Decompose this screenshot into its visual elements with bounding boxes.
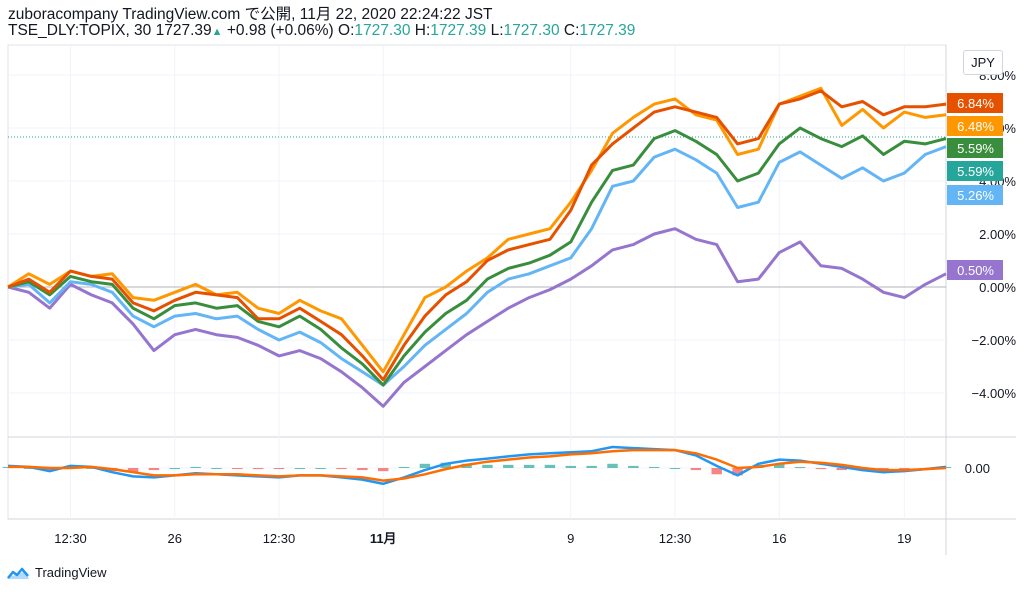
histogram-bar xyxy=(44,468,55,472)
histogram-bar xyxy=(899,468,910,470)
series-line xyxy=(7,126,947,387)
last-value-label: 6.84% xyxy=(957,96,994,111)
osc-line xyxy=(7,445,947,486)
last-price: 1727.39 xyxy=(155,22,212,39)
last-value-label: 5.59% xyxy=(957,141,994,156)
high-value: 1727.39 xyxy=(430,22,487,39)
histogram-bar xyxy=(398,466,410,468)
close-label: C: xyxy=(563,22,580,39)
open-label: O: xyxy=(338,22,355,39)
histogram-bar xyxy=(440,462,451,468)
plot-area xyxy=(7,44,947,520)
open-value: 1727.30 xyxy=(354,22,411,39)
histogram-bar xyxy=(315,468,326,469)
last-value-badge xyxy=(947,138,1003,158)
histogram-bar xyxy=(148,468,160,471)
series-line xyxy=(7,227,947,408)
last-value-label: 5.59% xyxy=(957,164,994,179)
histogram-bar xyxy=(565,465,577,468)
histogram-bar xyxy=(690,468,702,471)
close-value: 1727.39 xyxy=(579,22,636,39)
histogram-bar xyxy=(211,468,222,469)
y-tick-label: −2.00% xyxy=(972,333,1017,348)
histogram-bar xyxy=(377,468,389,472)
histogram-bar xyxy=(607,463,618,468)
last-value-badge xyxy=(947,185,1003,205)
brand-label: TradingView xyxy=(35,565,107,580)
histogram-bar xyxy=(836,468,847,471)
x-tick-label: 12:30 xyxy=(54,531,87,546)
y-tick-label: 0.00% xyxy=(979,280,1016,295)
tradingview-cloud-icon xyxy=(7,567,29,579)
histogram-bar xyxy=(648,466,660,468)
histogram-bar xyxy=(336,468,347,470)
histogram-bar xyxy=(794,466,806,468)
change-value: +0.98 (+0.06%) xyxy=(226,22,334,39)
histogram-bar xyxy=(711,468,722,475)
publish-info: zuboracompany TradingView.com で公開, 11月 2… xyxy=(8,6,493,23)
x-tick-label: 12:30 xyxy=(659,531,692,546)
histogram-bar xyxy=(190,466,201,468)
last-value-label: 6.48% xyxy=(957,119,994,134)
histogram-bar xyxy=(586,465,597,468)
histogram-bar xyxy=(232,468,243,470)
histogram-bar xyxy=(419,463,431,468)
symbol-label: TSE_DLY:TOPIX, 30 xyxy=(8,22,152,39)
osc-y-tick-label: 0.00 xyxy=(965,461,990,476)
last-value-badge xyxy=(947,93,1003,113)
tradingview-logo[interactable]: TradingView xyxy=(6,565,107,580)
last-value-label: 0.50% xyxy=(957,263,994,278)
high-label: H: xyxy=(414,22,431,39)
histogram-bar xyxy=(732,468,743,476)
histogram-bar xyxy=(628,465,639,468)
x-tick-label: 9 xyxy=(567,531,574,546)
last-value-label: 5.26% xyxy=(957,188,994,203)
histogram-bar xyxy=(273,468,285,470)
series-line xyxy=(7,145,947,387)
histogram-bar xyxy=(127,468,139,473)
up-arrow-icon: ▲ xyxy=(211,26,223,38)
x-tick-label: 19 xyxy=(897,531,911,546)
histogram-bar xyxy=(169,468,180,469)
x-tick-label: 12:30 xyxy=(263,531,296,546)
histogram-bar xyxy=(544,464,556,468)
x-tick-label: 16 xyxy=(772,531,786,546)
last-value-badge xyxy=(947,161,1003,181)
osc-line xyxy=(8,448,947,482)
low-value: 1727.30 xyxy=(503,22,560,39)
histogram-bar xyxy=(252,468,264,470)
histogram-bar xyxy=(815,468,827,470)
x-tick-label: 11月 xyxy=(370,531,397,546)
histogram-bar xyxy=(357,468,368,471)
ohlc-legend: TSE_DLY:TOPIX, 30 1727.39▲ +0.98 (+0.06%… xyxy=(8,22,635,40)
low-label: L: xyxy=(490,22,504,39)
histogram-bar xyxy=(86,468,97,469)
last-value-badge xyxy=(947,116,1003,136)
currency-unit-button[interactable]: JPY xyxy=(963,50,1003,75)
histogram-bar xyxy=(523,464,535,468)
histogram-bar xyxy=(482,464,493,468)
x-tick-label: 26 xyxy=(168,531,182,546)
last-value-badge xyxy=(947,260,1003,280)
y-tick-label: −4.00% xyxy=(972,386,1017,401)
histogram-bar xyxy=(294,468,306,469)
series-line xyxy=(7,89,947,382)
histogram-bar xyxy=(774,463,785,468)
y-tick-label: 2.00% xyxy=(979,227,1016,242)
histogram-bar xyxy=(503,464,514,468)
histogram-bar xyxy=(23,468,35,469)
histogram-bar xyxy=(669,468,681,469)
